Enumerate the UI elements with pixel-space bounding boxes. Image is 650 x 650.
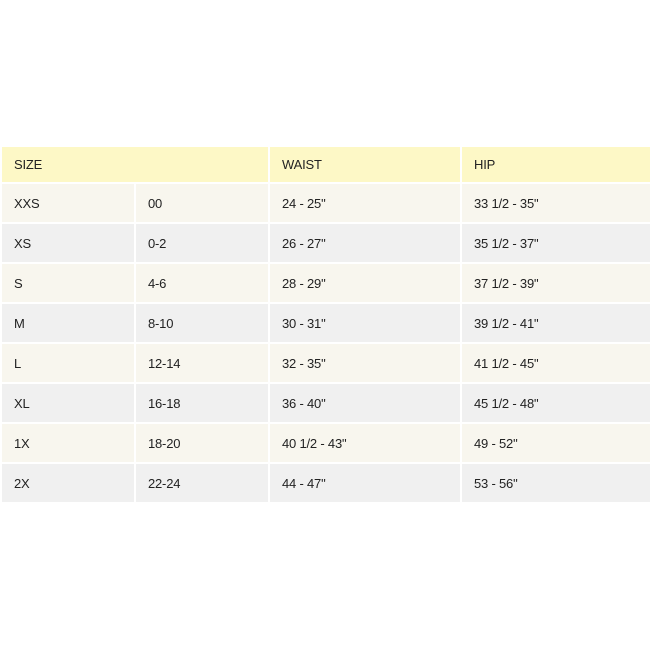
cell-size: L [0, 342, 136, 384]
cell-size: 2X [0, 462, 136, 504]
table-row: M 8-10 30 - 31" 39 1/2 - 41" [0, 302, 650, 344]
cell-size: S [0, 262, 136, 304]
cell-waist: 28 - 29" [268, 262, 463, 304]
cell-number: 22-24 [133, 462, 271, 504]
cell-waist: 36 - 40" [268, 382, 463, 424]
cell-size: XL [0, 382, 136, 424]
header-waist: WAIST [268, 145, 463, 184]
cell-hip: 49 - 52" [460, 422, 650, 464]
table-row: L 12-14 32 - 35" 41 1/2 - 45" [0, 342, 650, 384]
cell-number: 0-2 [133, 222, 271, 264]
cell-hip: 41 1/2 - 45" [460, 342, 650, 384]
header-hip: HIP [460, 145, 650, 184]
cell-size: XS [0, 222, 136, 264]
cell-size: XXS [0, 182, 136, 224]
cell-size: 1X [0, 422, 136, 464]
header-size: SIZE [0, 145, 271, 184]
cell-waist: 26 - 27" [268, 222, 463, 264]
cell-number: 00 [133, 182, 271, 224]
table-row: XS 0-2 26 - 27" 35 1/2 - 37" [0, 222, 650, 264]
table-row: S 4-6 28 - 29" 37 1/2 - 39" [0, 262, 650, 304]
cell-hip: 53 - 56" [460, 462, 650, 504]
cell-waist: 32 - 35" [268, 342, 463, 384]
cell-waist: 30 - 31" [268, 302, 463, 344]
header-row: SIZE WAIST HIP [0, 145, 650, 184]
cell-hip: 45 1/2 - 48" [460, 382, 650, 424]
cell-number: 18-20 [133, 422, 271, 464]
table-row: 1X 18-20 40 1/2 - 43" 49 - 52" [0, 422, 650, 464]
cell-hip: 37 1/2 - 39" [460, 262, 650, 304]
cell-hip: 33 1/2 - 35" [460, 182, 650, 224]
cell-waist: 24 - 25" [268, 182, 463, 224]
cell-waist: 40 1/2 - 43" [268, 422, 463, 464]
table-row: XL 16-18 36 - 40" 45 1/2 - 48" [0, 382, 650, 424]
cell-hip: 35 1/2 - 37" [460, 222, 650, 264]
cell-hip: 39 1/2 - 41" [460, 302, 650, 344]
cell-waist: 44 - 47" [268, 462, 463, 504]
cell-size: M [0, 302, 136, 344]
cell-number: 4-6 [133, 262, 271, 304]
table-row: 2X 22-24 44 - 47" 53 - 56" [0, 462, 650, 504]
table-row: XXS 00 24 - 25" 33 1/2 - 35" [0, 182, 650, 224]
cell-number: 8-10 [133, 302, 271, 344]
cell-number: 12-14 [133, 342, 271, 384]
size-chart-table: SIZE WAIST HIP XXS 00 24 - 25" 33 1/2 - 35"… [0, 145, 650, 504]
cell-number: 16-18 [133, 382, 271, 424]
